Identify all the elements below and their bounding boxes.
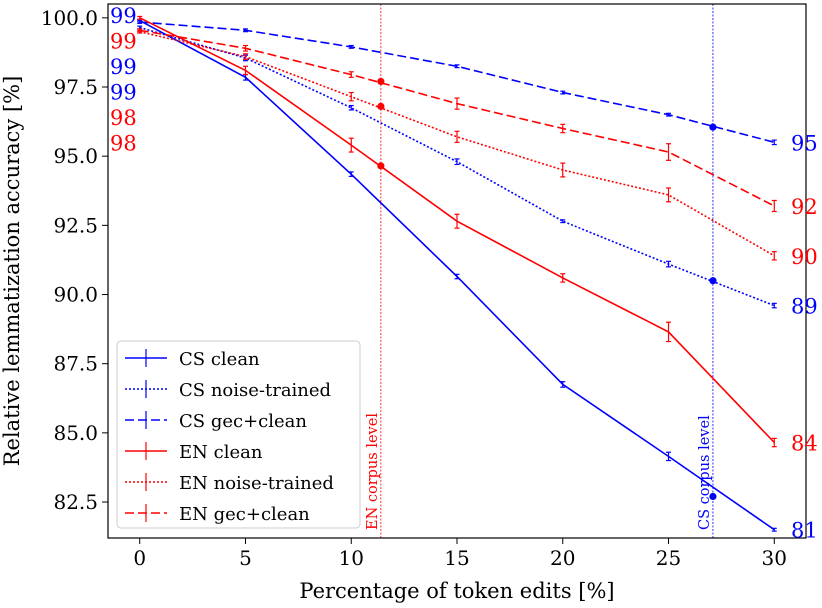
x-tick-label: 30 [762,546,787,570]
end-value-label: 90 [791,245,818,269]
end-value-label: 81 [791,519,818,543]
end-value-label: 89 [791,295,818,319]
y-tick-label: 95.0 [53,144,98,168]
y-tick-label: 82.5 [53,490,98,514]
x-tick-label: 25 [656,546,681,570]
x-tick-label: 10 [339,546,364,570]
corpus-point-marker [709,123,717,131]
y-tick-label: 87.5 [53,352,98,376]
start-value-label: 99 [110,30,137,54]
start-value-label: 98 [110,106,137,130]
start-value-label: 99 [110,81,137,105]
legend-entry-label: EN gec+clean [179,504,310,525]
end-value-label: 95 [791,131,818,155]
x-tick-label: 20 [550,546,575,570]
x-tick-label: 0 [133,546,146,570]
y-tick-label: 92.5 [53,213,98,237]
end-value-label: 84 [791,432,818,456]
x-tick-label: 5 [239,546,252,570]
end-value-label: 92 [791,195,818,219]
corpus-point-marker [709,492,717,501]
corpus-point-marker [709,277,717,285]
y-tick-label: 100.0 [41,6,98,30]
x-tick-label: 15 [444,546,469,570]
legend-entry-label: CS gec+clean [179,411,307,432]
corpus-level-label: CS corpus level [697,415,713,530]
y-tick-label: 97.5 [53,75,98,99]
corpus-point-marker [377,77,385,86]
legend-box [116,340,361,529]
x-axis-label: Percentage of token edits [%] [299,579,614,603]
legend-entry-label: CS noise-trained [179,380,331,401]
start-value-label: 99 [110,55,137,79]
start-value-label: 99 [110,4,137,28]
corpus-point-marker [377,102,385,110]
y-axis-label: Relative lemmatization accuracy [%] [0,76,24,467]
y-tick-label: 85.0 [53,421,98,445]
corpus-point-marker [377,162,385,170]
legend-entry-label: CS clean [179,349,260,370]
legend-entry-label: EN clean [179,442,263,463]
start-value-label: 98 [110,132,137,156]
legend-entry-label: EN noise-trained [179,473,334,494]
y-tick-label: 90.0 [53,283,98,307]
corpus-level-label: EN corpus level [365,413,381,530]
